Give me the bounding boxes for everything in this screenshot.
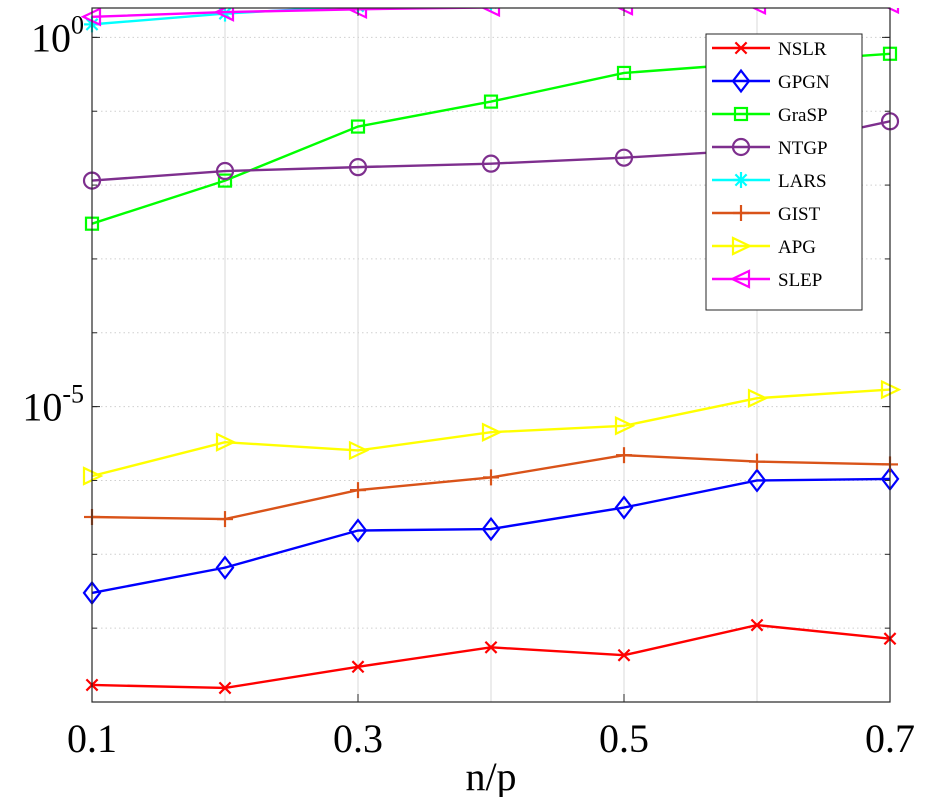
legend-item-grasp: GraSP [712, 105, 828, 126]
data-point [614, 416, 636, 436]
legend-item-apg: APG [712, 236, 816, 258]
data-point [733, 205, 749, 221]
legend-item-gist: GIST [712, 204, 821, 225]
y-tick-label: 100 [31, 10, 84, 60]
legend-label: GIST [778, 204, 821, 225]
data-point [217, 511, 233, 528]
data-point [882, 0, 898, 5]
data-point [616, 65, 632, 81]
data-point [215, 161, 235, 181]
marker-stroke [751, 0, 762, 5]
data-point [348, 518, 368, 543]
marker-stroke [494, 8, 497, 10]
data-point [733, 172, 749, 188]
data-point [747, 388, 769, 408]
marker-stroke [618, 0, 629, 6]
data-point [618, 0, 629, 9]
y-tick-label: 10-5 [22, 380, 84, 430]
marker-stroke [485, 8, 488, 10]
marker-stroke [751, 0, 762, 5]
data-point [733, 106, 749, 122]
legend-item-gpgn: GPGN [712, 68, 830, 94]
legend-label: LARS [778, 171, 827, 192]
data-point [617, 648, 631, 662]
x-tick-label: 0.3 [333, 716, 383, 761]
data-point [483, 469, 499, 486]
legend: NSLR GPGN GraSP NTGP LARS GIST APG SLEP [705, 33, 863, 311]
marker-stroke [618, 0, 629, 6]
legend-label: NTGP [778, 138, 828, 159]
series-line [91, 8, 552, 19]
data-point [731, 137, 751, 157]
marker-stroke [218, 681, 232, 695]
data-point [481, 154, 501, 173]
axis-ticks: 0.1 0.3 0.5 0.7 100 10-5 [22, 8, 915, 761]
data-point [734, 41, 748, 55]
marker-stroke [351, 660, 365, 674]
data-point [215, 432, 237, 452]
marker-stroke [218, 8, 232, 20]
x-tick-label: 0.7 [865, 716, 915, 761]
data-point [481, 422, 503, 442]
x-tick-label: 0.1 [67, 716, 117, 761]
data-point [614, 495, 634, 520]
data-point [750, 618, 764, 632]
data-point [731, 236, 753, 256]
legend-label: GraSP [778, 105, 828, 126]
data-point [480, 8, 501, 18]
legend-label: APG [778, 237, 816, 258]
legend-label: SLEP [778, 270, 822, 291]
legend-label: GPGN [778, 72, 830, 93]
marker-stroke [734, 41, 748, 55]
data-point [351, 660, 365, 674]
data-point [217, 173, 233, 188]
data-point [614, 148, 634, 167]
marker-stroke [617, 648, 631, 662]
data-point [749, 453, 765, 470]
plot-frame [91, 7, 891, 703]
series-line [91, 388, 891, 478]
data-point [483, 94, 499, 109]
marker-stroke [750, 618, 764, 632]
data-point [731, 68, 751, 94]
data-point [350, 482, 366, 499]
data-point [616, 447, 632, 464]
series-nslr [85, 618, 897, 695]
legend-item-slep: SLEP [712, 269, 822, 291]
data-point [348, 440, 370, 461]
legend-item-nslr: NSLR [712, 39, 827, 60]
legend-item-lars: LARS [712, 171, 827, 192]
data-point [484, 640, 498, 654]
x-axis-title: n/p [465, 754, 516, 797]
data-point [747, 468, 767, 493]
legend-item-ntgp: NTGP [712, 137, 828, 159]
marker-stroke [884, 0, 895, 3]
data-point [751, 8, 767, 16]
data-point [481, 516, 501, 542]
marker-stroke [484, 640, 498, 654]
x-tick-label: 0.5 [599, 716, 649, 761]
legend-label: NSLR [778, 39, 827, 60]
data-point [350, 119, 366, 134]
marker-stroke [734, 173, 748, 187]
marker-stroke [884, 0, 895, 3]
data-point [215, 555, 235, 580]
series-line [91, 477, 891, 595]
data-point [729, 269, 751, 289]
data-point [749, 0, 765, 7]
data-point [218, 681, 232, 695]
data-point [348, 158, 368, 177]
